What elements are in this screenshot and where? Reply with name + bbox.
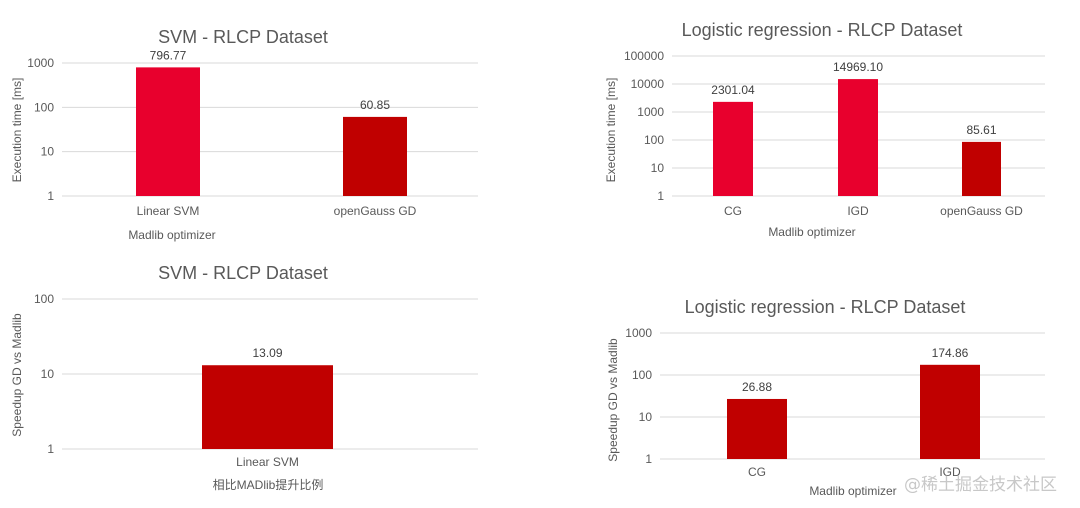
x-tick-label: IGD <box>939 465 961 479</box>
y-tick-label: 1000 <box>637 105 664 119</box>
watermark: @稀土掘金技术社区 <box>904 475 1057 495</box>
bar <box>713 101 753 196</box>
data-label: 2301.04 <box>711 83 755 97</box>
data-label: 60.85 <box>360 98 390 112</box>
x-tick-label: Linear SVM <box>236 455 299 469</box>
y-axis-label: Execution time [ms] <box>604 78 618 183</box>
x-tick-label: CG <box>724 204 742 218</box>
x-tick-label: CG <box>748 465 766 479</box>
x-tick-label: Linear SVM <box>137 204 200 218</box>
y-tick-label: 1000 <box>625 326 652 340</box>
y-tick-label: 10 <box>639 410 653 424</box>
y-tick-label: 10000 <box>631 77 665 91</box>
bar <box>920 364 980 459</box>
y-tick-label: 1 <box>47 442 54 456</box>
x-tick-label: openGauss GD <box>940 204 1023 218</box>
y-tick-label: 10 <box>41 145 55 159</box>
x-axis-label: 相比MADlib提升比例 <box>213 477 324 492</box>
y-axis-label: Speedup GD vs Madlib <box>10 313 24 437</box>
chart-title: SVM - RLCP Dataset <box>158 27 328 47</box>
y-tick-label: 10 <box>41 367 55 381</box>
y-axis-label: Execution time [ms] <box>10 78 24 183</box>
y-tick-label: 1 <box>645 452 652 466</box>
chart-3: SVM - RLCP Dataset 1 10 100 13.09 Linear SVM 相… <box>10 263 478 492</box>
bar <box>962 141 1001 196</box>
y-tick-label: 100 <box>644 133 664 147</box>
data-label: 13.09 <box>252 346 282 360</box>
x-axis-label: Madlib optimizer <box>768 225 855 239</box>
bar <box>727 398 787 459</box>
data-label: 796.77 <box>150 48 187 62</box>
chart-title: Logistic regression - RLCP Dataset <box>682 20 963 40</box>
y-tick-label: 100 <box>34 100 54 114</box>
chart-title: SVM - RLCP Dataset <box>158 263 328 283</box>
y-tick-label: 100 <box>34 292 54 306</box>
bar <box>202 365 333 449</box>
bar <box>136 67 200 196</box>
y-tick-label: 1000 <box>27 56 54 70</box>
x-tick-label: IGD <box>847 204 869 218</box>
chart-2: Logistic regression - RLCP Dataset 1 10 100… <box>604 20 1045 239</box>
bar <box>343 116 407 196</box>
bar <box>838 79 878 196</box>
data-label: 14969.10 <box>833 60 883 74</box>
chart-title: Logistic regression - RLCP Dataset <box>685 297 966 317</box>
y-tick-label: 10 <box>651 161 665 175</box>
data-label: 85.61 <box>966 123 996 137</box>
x-tick-label: openGauss GD <box>334 204 417 218</box>
chart-4: Logistic regression - RLCP Dataset 1 10 100… <box>606 297 1045 498</box>
x-axis-label: Madlib optimizer <box>809 484 896 498</box>
chart-1: SVM - RLCP Dataset 1 10 100 1000 796.77 Linear… <box>10 27 478 242</box>
x-axis-label: Madlib optimizer <box>128 228 215 242</box>
y-tick-label: 1 <box>47 189 54 203</box>
data-label: 26.88 <box>742 380 772 394</box>
y-axis-label: Speedup GD vs Madlib <box>606 338 620 462</box>
y-tick-label: 100000 <box>624 49 664 63</box>
data-label: 174.86 <box>932 346 969 360</box>
y-tick-label: 1 <box>657 189 664 203</box>
y-tick-label: 100 <box>632 368 652 382</box>
